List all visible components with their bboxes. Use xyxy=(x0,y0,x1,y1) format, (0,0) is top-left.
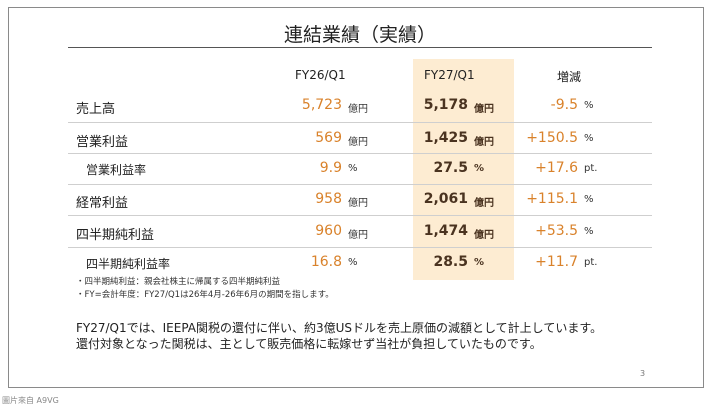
column-header: FY26/Q1 xyxy=(295,68,346,82)
fy27-unit: % xyxy=(474,257,485,268)
change-value: +17.6 xyxy=(535,160,578,176)
page-number: 3 xyxy=(640,369,646,378)
change-unit: pt. xyxy=(584,257,598,268)
row-label: 経常利益 xyxy=(76,196,129,211)
footnote: ・四半期純利益：親会社株主に帰属する四半期純利益 xyxy=(76,277,281,287)
fy26-value: 9.9 xyxy=(319,160,342,176)
row-label: 売上高 xyxy=(76,102,116,117)
fy27-value: 1,474 xyxy=(423,223,468,239)
fy27-unit: 億円 xyxy=(474,230,494,241)
fy27-value: 28.5 xyxy=(433,254,468,270)
fy27-value: 2,061 xyxy=(423,191,468,207)
fy26-unit: % xyxy=(348,163,358,174)
body-text: 還付対象となった関税は、主として販売価格に転嫁せず当社が負担していたものです。 xyxy=(76,337,542,351)
change-unit: % xyxy=(584,133,594,144)
fy26-value: 569 xyxy=(315,130,342,146)
body-text: FY27/Q1では、IEEPA関税の還付に伴い、約3億USドルを売上原価の減額と… xyxy=(76,321,603,335)
fy27-unit: 億円 xyxy=(474,198,494,209)
column-header: FY27/Q1 xyxy=(424,68,475,82)
watermark: 圖片來自 A9VG xyxy=(2,396,59,405)
fy26-unit: % xyxy=(348,257,358,268)
row-separator xyxy=(68,215,652,216)
fy26-value: 958 xyxy=(315,191,342,207)
change-value: +53.5 xyxy=(535,223,578,239)
title-rule xyxy=(68,47,652,48)
fy27-unit: 億円 xyxy=(474,137,494,148)
fy27-value: 5,178 xyxy=(423,97,468,113)
row-label: 四半期純利益 xyxy=(76,228,155,243)
fy26-value: 960 xyxy=(315,223,342,239)
slide-frame xyxy=(8,7,704,388)
row-label: 四半期純利益率 xyxy=(86,257,171,271)
change-unit: % xyxy=(584,194,594,205)
fy26-unit: 億円 xyxy=(348,198,368,209)
row-separator xyxy=(68,121,652,123)
change-value: +11.7 xyxy=(535,254,578,270)
fy27-unit: 億円 xyxy=(474,104,494,115)
row-label: 営業利益 xyxy=(76,135,129,150)
change-unit: % xyxy=(584,226,594,237)
fy26-value: 5,723 xyxy=(301,97,342,113)
fy27-unit: % xyxy=(474,163,485,174)
row-separator xyxy=(68,183,652,185)
change-value: -9.5 xyxy=(550,97,578,113)
fy26-unit: 億円 xyxy=(348,230,368,241)
change-unit: % xyxy=(584,100,594,111)
column-header: 増減 xyxy=(557,70,582,84)
row-separator xyxy=(68,153,652,154)
column-highlight xyxy=(413,59,514,280)
fy27-value: 1,425 xyxy=(423,130,468,146)
fy26-unit: 億円 xyxy=(348,137,368,148)
row-separator xyxy=(68,246,652,248)
fy26-value: 16.8 xyxy=(310,254,342,270)
slide-title: 連結業績（実績） xyxy=(283,24,436,46)
footnote: ・FY=会計年度：FY27/Q1は26年4月-26年6月の期間を指します。 xyxy=(76,290,334,300)
fy27-value: 27.5 xyxy=(433,160,468,176)
change-value: +150.5 xyxy=(526,130,578,146)
change-value: +115.1 xyxy=(526,191,578,207)
fy26-unit: 億円 xyxy=(348,104,368,115)
row-label: 営業利益率 xyxy=(86,163,147,177)
change-unit: pt. xyxy=(584,163,598,174)
